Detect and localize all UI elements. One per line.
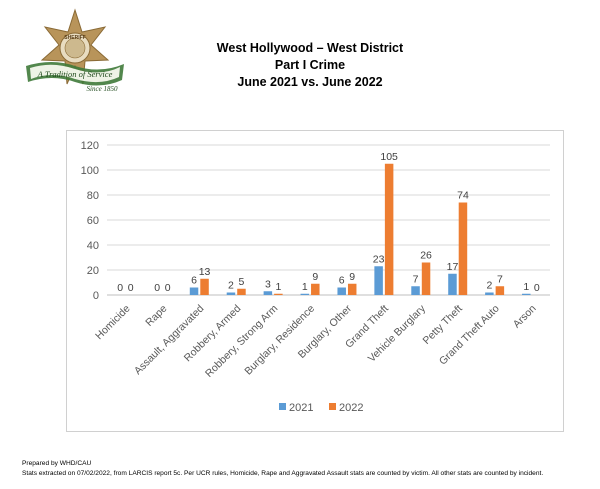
title-line-period: June 2021 vs. June 2022 [237,75,383,89]
bar-2022 [311,283,320,295]
legend-label-2022: 2022 [339,402,363,414]
data-label-2022: 13 [199,266,211,278]
chart-frame: 0 20 40 60 80 100 120 0 0 Homicide 0 0 Rape 6 13 Assaul… [66,130,564,432]
ribbon-text: A Tradition of Service [37,69,113,79]
footer: Prepared by WHD/CAU Stats extracted on 0… [22,459,598,479]
legend-label-2021: 2021 [289,402,313,414]
category-label: Homicide [93,303,133,343]
bar-2021 [337,287,346,295]
bar-2022 [495,286,505,295]
bar-2021 [374,266,383,295]
legend-swatch-2022 [329,403,336,410]
data-label-2022: 9 [312,271,318,283]
data-label-2021: 1 [302,281,308,293]
bar-2022 [274,293,283,295]
y-tick-label: 0 [93,290,99,302]
title-line-district: West Hollywood – West District [216,41,404,55]
data-label-2022: 9 [349,271,355,283]
report-title: West Hollywood – West District Part I Cr… [180,40,440,91]
bar-2021 [300,293,310,295]
legend-swatch-2021 [279,403,286,410]
since-text: Since 1850 [87,85,118,93]
y-tick-label: 80 [87,190,99,202]
footer-prepared-by: Prepared by WHD/CAU [22,460,92,467]
data-label-2022: 1 [275,281,281,293]
data-label-2022: 105 [380,151,398,163]
bar-2021 [411,286,420,295]
y-tick-label: 100 [81,165,99,177]
data-label-2021: 7 [413,273,419,285]
title-line-crime: Part I Crime [274,58,346,72]
y-tick-label: 120 [81,140,99,152]
data-label-2022: 7 [497,273,503,285]
data-label-2021: 2 [228,280,234,292]
data-label-2021: 1 [523,281,529,293]
sheriff-logo: SHERIFF A Tradition of Service Since 185… [22,8,128,94]
data-label-2021: 0 [117,282,123,294]
bar-2022 [237,288,246,295]
bar-2022 [347,283,357,295]
bar-2022 [458,202,468,295]
bar-2022 [200,278,209,295]
bar-2021 [448,273,457,295]
bar-2021 [189,287,199,295]
category-label: Rape [143,303,169,329]
bar-2021 [263,291,273,295]
category-label: Arson [511,303,539,331]
category-label: Burglary, Residence [242,303,317,378]
y-tick-label: 40 [87,240,99,252]
data-label-2022: 74 [457,190,469,202]
data-label-2021: 0 [154,282,160,294]
data-label-2021: 3 [265,278,271,290]
data-label-2022: 0 [534,282,540,294]
bar-2021 [485,292,494,295]
bar-2022 [384,163,394,295]
badge-text: SHERIFF [64,35,85,41]
category-label: Assault, Aggravated [132,303,207,378]
data-label-2021: 23 [373,253,385,265]
footer-note: Stats extracted on 07/02/2022, from LARC… [22,470,544,477]
data-label-2021: 17 [447,261,459,273]
y-tick-label: 20 [87,265,99,277]
data-label-2022: 0 [128,282,134,294]
data-label-2021: 6 [191,275,197,287]
y-tick-label: 60 [87,215,99,227]
data-label-2021: 2 [486,280,492,292]
data-label-2022: 5 [239,276,245,288]
data-label-2021: 6 [339,275,345,287]
sheriff-star-icon: SHERIFF A Tradition of Service Since 185… [26,8,124,93]
data-label-2022: 0 [165,282,171,294]
bar-2022 [421,262,431,295]
data-label-2022: 26 [420,250,432,262]
bar-2021 [226,292,236,295]
bar-2021 [522,293,531,295]
